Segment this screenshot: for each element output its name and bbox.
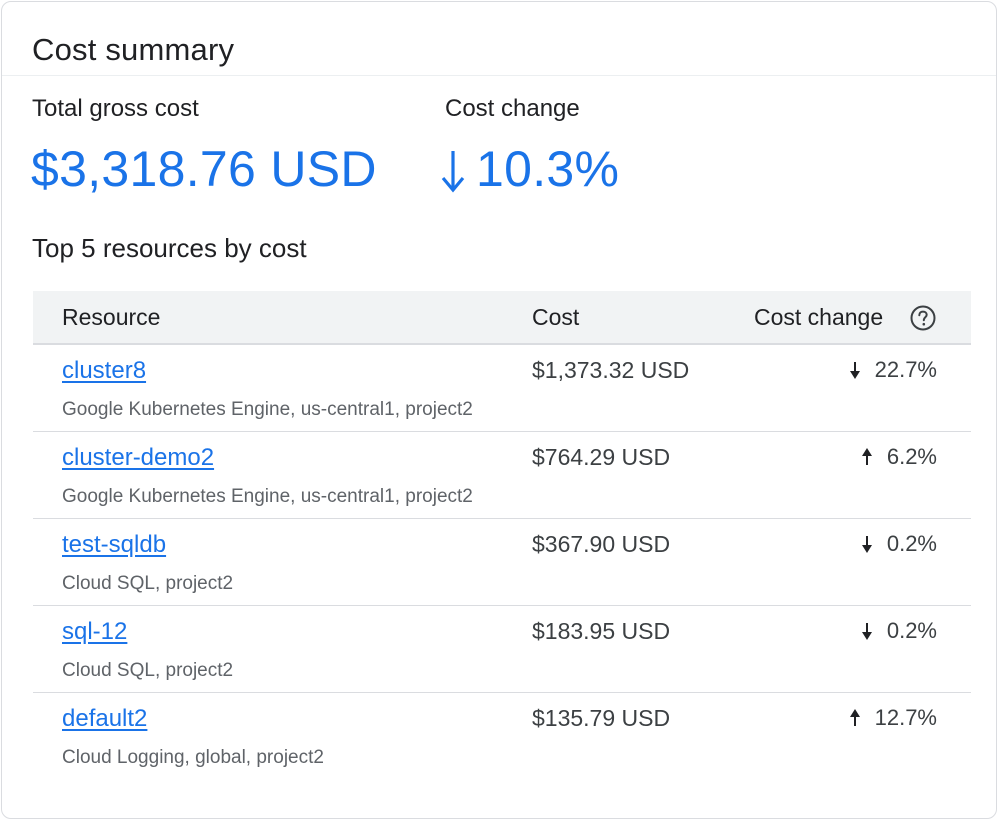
help-circle-icon[interactable]: [910, 305, 936, 331]
resource-cost: $183.95 USD: [532, 618, 671, 644]
table-body: cluster8 Google Kubernetes Engine, us-cen…: [33, 345, 971, 779]
resource-cost: $367.90 USD: [532, 531, 671, 557]
resource-details: Cloud SQL, project2: [62, 573, 234, 594]
column-header-cost-change: Cost change: [754, 304, 884, 330]
cost-change-percent: 0.2%: [886, 531, 937, 556]
arrow-down-icon: [849, 362, 860, 379]
table-header: Resource Cost Cost change: [33, 291, 971, 345]
resource-cost-change: 22.7%: [849, 357, 937, 383]
resource-details: Cloud Logging, global, project2: [62, 747, 324, 768]
table-row: cluster-demo2 Google Kubernetes Engine, u…: [33, 432, 971, 519]
arrow-down-icon: [861, 623, 872, 640]
resource-cost-change: 0.2%: [861, 618, 937, 644]
resource-cost: $1,373.32 USD: [532, 357, 690, 383]
resource-details: Google Kubernetes Engine, us-central1, p…: [62, 486, 473, 507]
column-header-cost: Cost: [532, 304, 580, 330]
resource-link[interactable]: cluster-demo2: [62, 444, 215, 471]
total-gross-cost-value: $3,318.76 USD: [31, 141, 377, 197]
cost-change-value-container: 10.3%: [440, 140, 619, 198]
card-title: Cost summary: [32, 32, 235, 67]
resource-link[interactable]: cluster8: [62, 357, 147, 384]
resource-cost-change: 6.2%: [861, 444, 937, 470]
table-row: cluster8 Google Kubernetes Engine, us-cen…: [33, 345, 971, 432]
resource-cost-change: 0.2%: [861, 531, 937, 557]
arrow-down-icon: [441, 151, 465, 193]
resource-cost: $135.79 USD: [532, 705, 671, 731]
resource-details: Google Kubernetes Engine, us-central1, p…: [62, 399, 473, 420]
cost-change-label: Cost change: [445, 95, 580, 122]
resource-details: Cloud SQL, project2: [62, 660, 234, 681]
resource-link[interactable]: default2: [62, 705, 148, 732]
resource-cost-change: 12.7%: [849, 705, 937, 731]
total-gross-cost-label: Total gross cost: [32, 95, 199, 122]
table-row: test-sqldb Cloud SQL, project2 $367.90 USD…: [33, 519, 971, 606]
resource-link[interactable]: test-sqldb: [62, 531, 167, 558]
arrow-up-icon: [849, 709, 860, 726]
resources-table: Resource Cost Cost change cluster8 Google…: [33, 291, 971, 779]
table-row: sql-12 Cloud SQL, project2 $183.95 USD 0.2%: [33, 606, 971, 693]
resource-cost: $764.29 USD: [532, 444, 671, 470]
card-header: Cost summary: [2, 2, 996, 76]
cost-change-percent: 22.7%: [874, 357, 937, 382]
column-header-resource: Resource: [62, 304, 161, 330]
section-title: Top 5 resources by cost: [32, 233, 307, 263]
cost-change-value: 10.3%: [476, 141, 620, 197]
cost-change-percent: 12.7%: [874, 705, 937, 730]
cost-change-percent: 0.2%: [886, 618, 937, 643]
cost-change-percent: 6.2%: [886, 444, 937, 469]
resource-link[interactable]: sql-12: [62, 618, 128, 645]
arrow-down-icon: [861, 536, 872, 553]
table-row: default2 Cloud Logging, global, project2 $…: [33, 693, 971, 779]
arrow-up-icon: [861, 448, 872, 465]
